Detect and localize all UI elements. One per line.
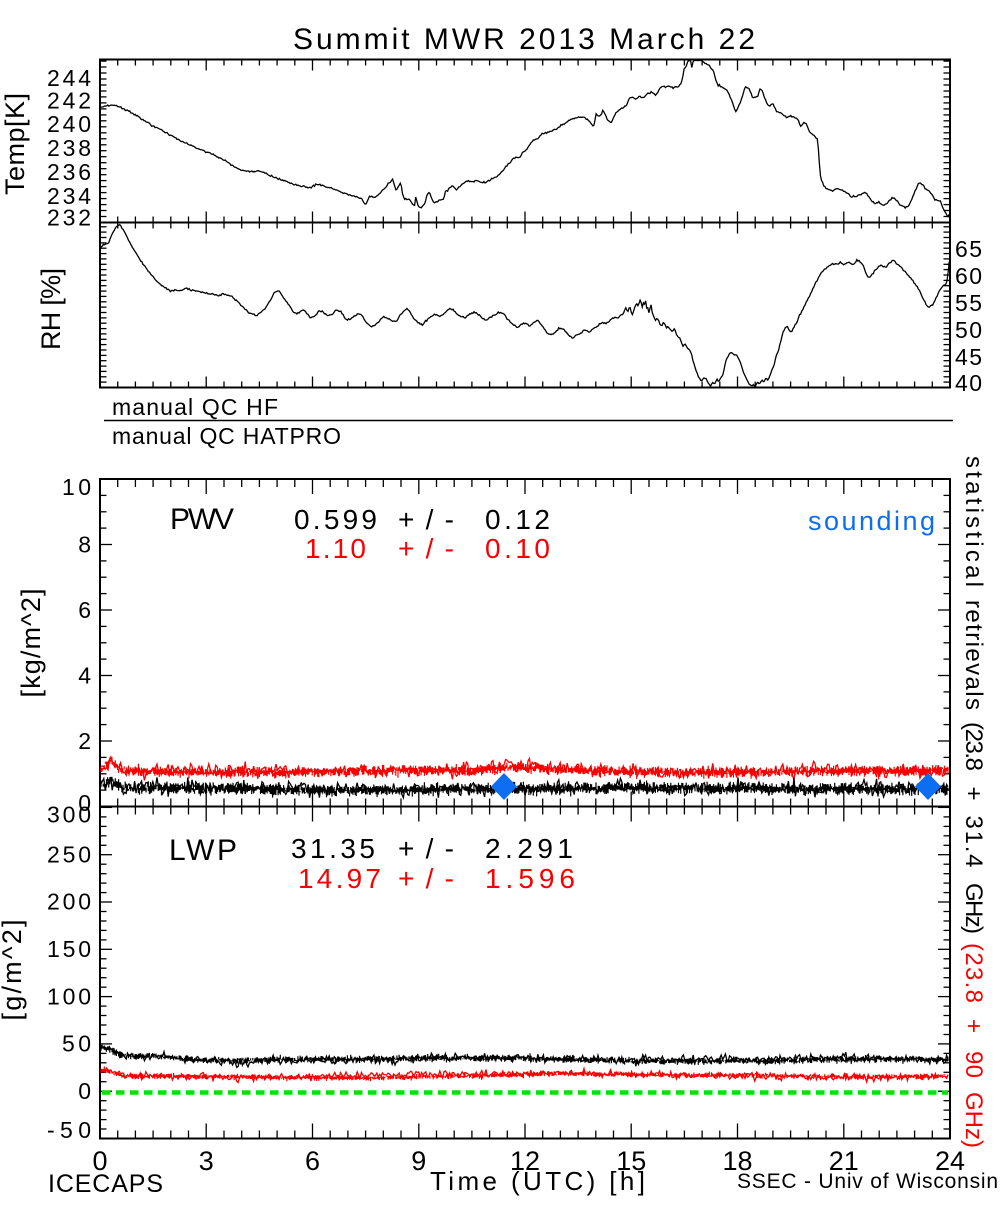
svg-text:14.97: 14.97: [298, 863, 381, 894]
svg-text:0.12: 0.12: [485, 504, 550, 535]
svg-text:(23.8: (23.8: [960, 722, 987, 771]
svg-text:31.35: 31.35: [291, 833, 375, 864]
svg-text:-50: -50: [47, 1117, 91, 1143]
svg-text:55: 55: [955, 290, 982, 316]
svg-text:+: +: [960, 1019, 987, 1033]
svg-text:90: 90: [960, 1051, 987, 1078]
svg-text:2.291: 2.291: [485, 833, 573, 864]
svg-text:+/-: +/-: [398, 833, 454, 864]
svg-text:6: 6: [78, 597, 91, 623]
svg-text:0.599: 0.599: [294, 504, 377, 535]
svg-text:2: 2: [78, 728, 91, 754]
svg-text:GHz): GHz): [960, 883, 987, 934]
svg-text:65: 65: [955, 236, 982, 262]
svg-text:15: 15: [616, 1146, 646, 1176]
svg-text:3: 3: [199, 1146, 214, 1176]
svg-text:statistical: statistical: [960, 456, 987, 587]
svg-text:retrievals: retrievals: [960, 600, 987, 710]
svg-text:1.596: 1.596: [485, 863, 575, 894]
svg-text:LWP: LWP: [169, 834, 237, 867]
svg-text:21: 21: [829, 1146, 859, 1176]
svg-text:238: 238: [47, 135, 91, 161]
svg-text:0.10: 0.10: [485, 533, 550, 564]
svg-text:232: 232: [47, 205, 91, 231]
svg-text:6: 6: [305, 1146, 320, 1176]
svg-text:240: 240: [47, 111, 91, 137]
svg-text:236: 236: [47, 159, 91, 185]
svg-text:244: 244: [47, 65, 91, 91]
svg-text:0: 0: [92, 1146, 107, 1176]
svg-text:1.10: 1.10: [305, 533, 366, 564]
svg-text:300: 300: [47, 802, 91, 828]
svg-text:GHz): GHz): [960, 1092, 987, 1148]
svg-text:+/-: +/-: [398, 863, 454, 894]
svg-text:12: 12: [510, 1146, 540, 1176]
svg-text:100: 100: [47, 983, 91, 1009]
svg-text:manual QC HATPRO: manual QC HATPRO: [112, 423, 341, 449]
svg-text:SSEC - Univ of Wisconsin: SSEC - Univ of Wisconsin: [737, 1170, 998, 1193]
svg-text:PWV: PWV: [170, 503, 234, 536]
svg-text:24: 24: [935, 1146, 965, 1176]
svg-text:+/-: +/-: [398, 533, 454, 564]
svg-text:RH [%]: RH [%]: [36, 268, 66, 350]
svg-text:242: 242: [47, 88, 91, 114]
svg-text:8: 8: [78, 532, 91, 558]
svg-text:Summit MWR 2013 March 22: Summit MWR 2013 March 22: [293, 23, 755, 56]
svg-text:60: 60: [955, 263, 982, 289]
svg-text:Temp[K]: Temp[K]: [0, 93, 30, 195]
svg-text:150: 150: [47, 936, 91, 962]
svg-text:+/-: +/-: [398, 504, 454, 535]
svg-text:Time (UTC) [h]: Time (UTC) [h]: [430, 1166, 645, 1196]
svg-text:200: 200: [47, 889, 91, 915]
svg-text:50: 50: [955, 317, 982, 343]
svg-text:[g/m^2]: [g/m^2]: [0, 920, 27, 1021]
svg-text:4: 4: [78, 663, 91, 689]
svg-text:manual QC HF: manual QC HF: [112, 394, 278, 420]
svg-text:sounding: sounding: [808, 506, 935, 536]
svg-text:ICECAPS: ICECAPS: [48, 1170, 163, 1198]
svg-text:0: 0: [78, 790, 91, 816]
svg-text:45: 45: [955, 344, 982, 370]
svg-text:31.4: 31.4: [960, 816, 987, 868]
svg-text:234: 234: [47, 183, 91, 209]
svg-text:(23.8: (23.8: [960, 943, 987, 1003]
svg-text:0: 0: [78, 1078, 91, 1104]
svg-text:9: 9: [411, 1146, 426, 1176]
svg-text:250: 250: [47, 841, 91, 867]
svg-text:[kg/m^2]: [kg/m^2]: [16, 589, 46, 698]
svg-text:18: 18: [722, 1146, 752, 1176]
svg-text:40: 40: [955, 370, 982, 396]
svg-text:+: +: [960, 787, 987, 801]
